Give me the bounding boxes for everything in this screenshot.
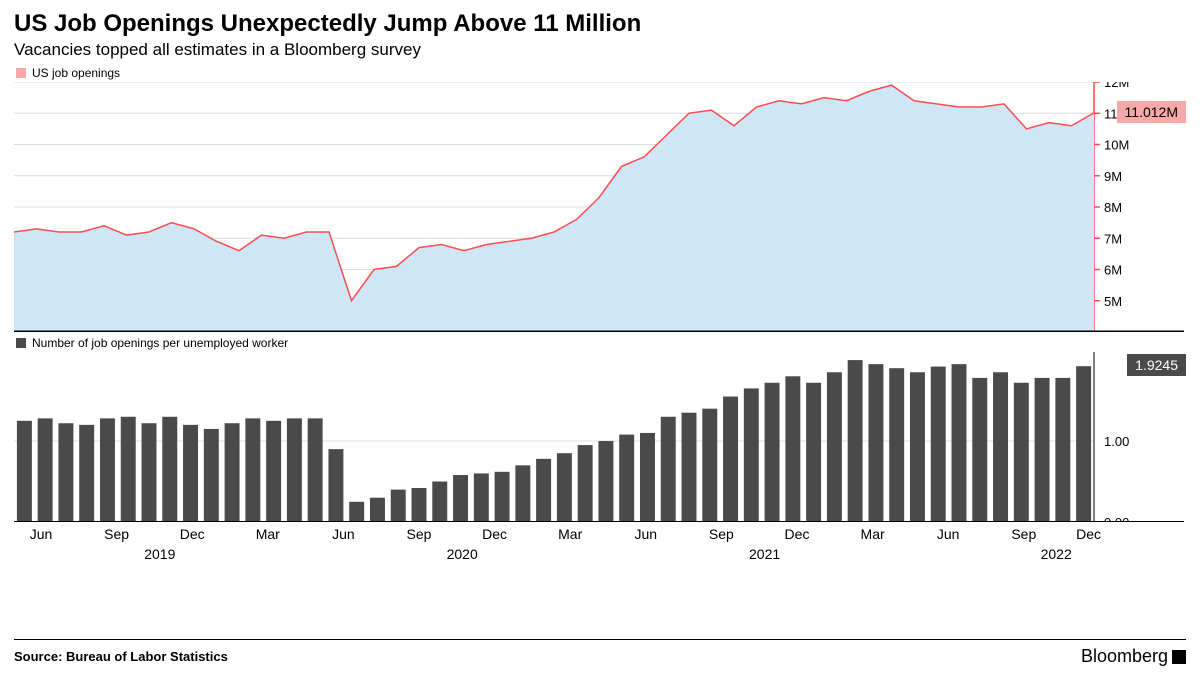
x-tick-month: Jun bbox=[30, 526, 53, 542]
x-tick-month: Sep bbox=[104, 526, 129, 542]
area-chart-svg: 5M6M7M8M9M10M11M12M bbox=[14, 82, 1184, 332]
svg-text:5M: 5M bbox=[1104, 294, 1122, 309]
x-tick-month: Dec bbox=[785, 526, 810, 542]
bar-chart-svg: 0.00 1.00 bbox=[14, 352, 1184, 522]
brand: Bloomberg bbox=[1081, 646, 1186, 667]
area-chart: 5M6M7M8M9M10M11M12M 11.012M Level bbox=[14, 82, 1184, 332]
area-legend: US job openings bbox=[16, 66, 1186, 80]
x-tick-year: 2021 bbox=[749, 546, 780, 562]
x-tick-year: 2019 bbox=[144, 546, 175, 562]
bar-legend-swatch bbox=[16, 338, 26, 348]
area-legend-swatch bbox=[16, 68, 26, 78]
svg-text:8M: 8M bbox=[1104, 200, 1122, 215]
bar-legend: Number of job openings per unemployed wo… bbox=[16, 336, 1186, 350]
svg-text:9M: 9M bbox=[1104, 169, 1122, 184]
x-tick-month: Jun bbox=[332, 526, 355, 542]
x-tick-month: Sep bbox=[407, 526, 432, 542]
x-tick-year: 2020 bbox=[447, 546, 478, 562]
x-tick-month: Dec bbox=[482, 526, 507, 542]
x-tick-month: Mar bbox=[558, 526, 582, 542]
x-tick-month: Sep bbox=[709, 526, 734, 542]
area-callout: 11.012M bbox=[1117, 101, 1186, 123]
x-tick-month: Jun bbox=[635, 526, 658, 542]
svg-text:0.00: 0.00 bbox=[1104, 515, 1129, 522]
x-tick-month: Sep bbox=[1011, 526, 1036, 542]
x-tick-month: Dec bbox=[180, 526, 205, 542]
area-legend-label: US job openings bbox=[32, 66, 120, 80]
x-tick-month: Dec bbox=[1076, 526, 1101, 542]
x-axis: Jun Sep Dec Mar Jun Sep Dec Mar Jun Sep Dec Mar Jun S… bbox=[14, 526, 1184, 576]
x-tick-month: Mar bbox=[861, 526, 885, 542]
svg-text:6M: 6M bbox=[1104, 263, 1122, 278]
brand-label: Bloomberg bbox=[1081, 646, 1168, 667]
chart-subtitle: Vacancies topped all estimates in a Bloo… bbox=[14, 40, 1186, 60]
x-tick-month: Jun bbox=[937, 526, 960, 542]
svg-text:12M: 12M bbox=[1104, 82, 1129, 90]
svg-text:7M: 7M bbox=[1104, 231, 1122, 246]
chart-title: US Job Openings Unexpectedly Jump Above … bbox=[14, 10, 1186, 38]
x-tick-month: Mar bbox=[256, 526, 280, 542]
source-text: Source: Bureau of Labor Statistics bbox=[14, 649, 228, 664]
bar-legend-label: Number of job openings per unemployed wo… bbox=[32, 336, 288, 350]
brand-icon bbox=[1172, 650, 1186, 664]
x-tick-year: 2022 bbox=[1041, 546, 1072, 562]
bar-chart: 0.001.00 1.9245 Ratio bbox=[14, 352, 1184, 522]
bar-callout: 1.9245 bbox=[1127, 354, 1186, 376]
svg-text:10M: 10M bbox=[1104, 138, 1129, 153]
footer: Source: Bureau of Labor Statistics Bloom… bbox=[14, 639, 1186, 667]
svg-text:1.00: 1.00 bbox=[1104, 434, 1129, 449]
